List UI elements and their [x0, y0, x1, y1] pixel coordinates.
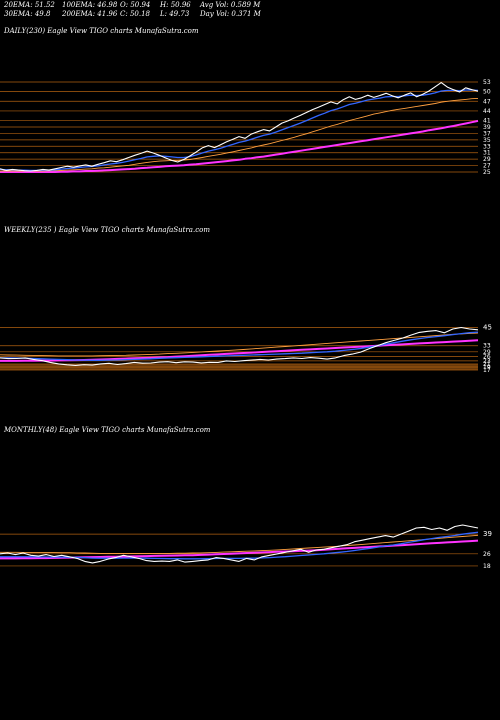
weekly-ema_mid-line	[0, 332, 479, 357]
weekly-price-line	[0, 326, 479, 366]
header-ema200: 200EMA: 41.96	[62, 10, 118, 18]
header-ema30: 30EMA: 49.8	[4, 10, 51, 18]
daily-tick-label: 50	[483, 89, 491, 96]
weekly-ema_slow-line	[0, 339, 479, 362]
header-ema20: 20EMA: 51.52	[4, 1, 55, 9]
daily-ema_mid-line	[0, 97, 479, 172]
daily-panel-label: DAILY(230) Eagle View TIGO charts Munafa…	[4, 27, 199, 35]
weekly-tick-label: 21	[483, 361, 491, 368]
daily-ema_slow-line	[0, 119, 479, 173]
daily-tick-label: 44	[483, 108, 491, 115]
daily-tick-label: 27	[483, 163, 491, 170]
weekly-ema_fast-line	[0, 331, 479, 361]
daily-tick-label: 33	[483, 143, 491, 150]
weekly-panel-label: WEEKLY(235 ) Eagle View TIGO charts Muna…	[4, 226, 210, 234]
header-open: O: 50.94	[120, 1, 151, 9]
daily-tick-label: 31	[483, 150, 491, 157]
weekly-tick-label: 33	[483, 343, 491, 350]
monthly-tick-label: 18	[483, 563, 491, 570]
header-high: H: 50.96	[160, 1, 191, 9]
header-low: L: 49.73	[160, 10, 190, 18]
daily-tick-label: 41	[483, 118, 491, 125]
monthly-panel-label: MONTHLY(48) Eagle View TIGO charts Munaf…	[4, 426, 211, 434]
daily-price-line	[0, 82, 479, 172]
header-avg-vol: Avg Vol: 0.589 M	[200, 1, 261, 9]
monthly-tick-label: 26	[483, 551, 491, 558]
weekly-tick-label: 26	[483, 353, 491, 360]
monthly-ema_mid-line	[0, 534, 479, 554]
daily-tick-label: 47	[483, 98, 491, 105]
daily-tick-label: 39	[483, 124, 491, 131]
header-ema100: 100EMA: 46.98	[62, 1, 118, 9]
daily-tick-label: 29	[483, 156, 491, 163]
monthly-tick-label: 39	[483, 530, 492, 538]
daily-tick-label: 37	[483, 130, 491, 137]
weekly-tick-label: 19	[483, 364, 491, 371]
header-close: C: 50.18	[120, 10, 150, 18]
weekly-tick-label: 29	[483, 349, 491, 356]
daily-tick-label: 25	[483, 169, 491, 176]
monthly-ema_fast-line	[0, 531, 479, 560]
weekly-tick-label: 45	[483, 324, 492, 332]
weekly-tick-label: 23	[483, 358, 491, 365]
daily-ema_fast-line	[0, 89, 479, 172]
daily-tick-label: 35	[483, 137, 491, 144]
weekly-tick-label: 17	[483, 367, 491, 374]
daily-tick-label: 53	[483, 79, 491, 86]
monthly-price-line	[0, 524, 479, 564]
header-day-vol: Day Vol: 0.371 M	[200, 10, 261, 18]
